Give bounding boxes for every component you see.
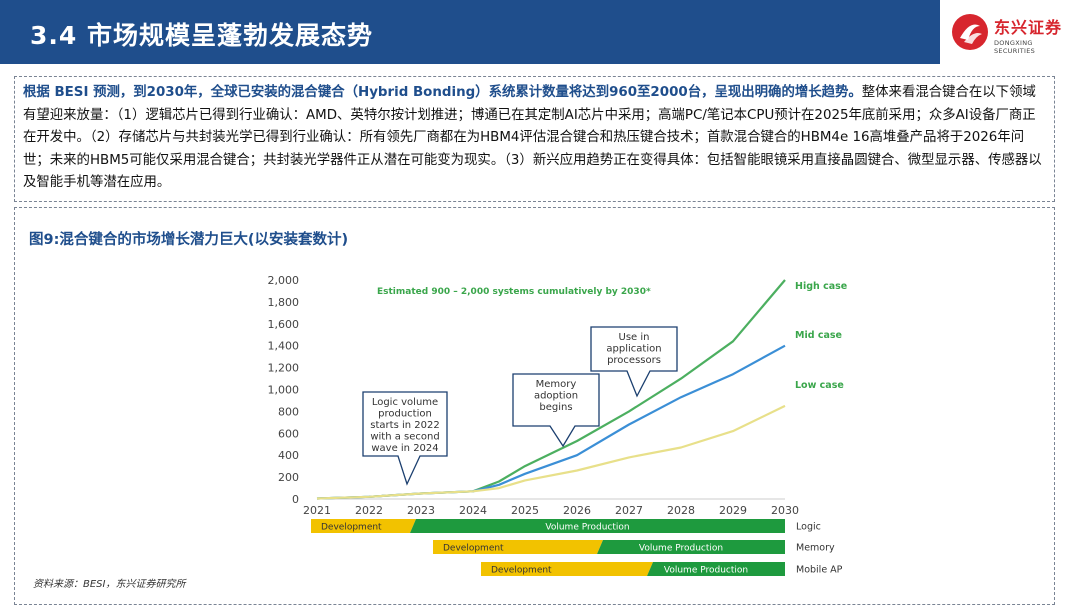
timeline-development-label: Development xyxy=(491,566,552,576)
timeline-volume-label: Volume Production xyxy=(639,544,723,554)
y-tick-label: 1,400 xyxy=(268,340,300,353)
annotation-text: with a second xyxy=(370,432,439,443)
figure-title: 图9:混合键合的市场增长潜力巨大(以安装套数计) xyxy=(29,232,349,248)
figure-source: 资料来源：BESI，东兴证券研究所 xyxy=(33,579,186,590)
y-tick-label: 800 xyxy=(278,405,299,418)
timeline-row-label: Memory xyxy=(796,543,835,554)
x-tick-label: 2026 xyxy=(563,504,591,517)
annotation-text: starts in 2022 xyxy=(370,420,439,431)
x-tick-label: 2023 xyxy=(407,504,435,517)
annotation-text: begins xyxy=(539,402,572,413)
series-label: High case xyxy=(795,281,847,292)
annotation-text: Use in xyxy=(619,332,650,343)
header-bar: 3.4 市场规模呈蓬勃发展态势 xyxy=(0,0,940,64)
y-tick-label: 1,600 xyxy=(268,318,300,331)
x-tick-label: 2028 xyxy=(667,504,695,517)
x-tick-label: 2027 xyxy=(615,504,643,517)
logo-mark-icon xyxy=(952,14,988,50)
x-tick-label: 2021 xyxy=(303,504,331,517)
annotation-callout xyxy=(512,373,600,448)
timeline-volume-bar xyxy=(647,562,785,576)
series-line-low-case xyxy=(316,404,786,500)
timeline-volume-label: Volume Production xyxy=(545,523,629,533)
y-tick-label: 1,800 xyxy=(268,296,300,309)
summary-lead: 根据 BESI 预测，到2030年，全球已安装的混合键合（Hybrid Bond… xyxy=(23,85,862,100)
annotation-text: adoption xyxy=(534,391,578,402)
timeline-volume-bar xyxy=(597,540,785,554)
y-tick-label: 1,000 xyxy=(268,384,300,397)
y-tick-label: 1,200 xyxy=(268,362,300,375)
figure-box: 图9:混合键合的市场增长潜力巨大(以安装套数计) 0 200 400 600 800 1,… xyxy=(14,207,1055,605)
series-label: Mid case xyxy=(795,330,842,341)
annotation-text: processors xyxy=(607,355,661,366)
x-tick-label: 2029 xyxy=(719,504,747,517)
annotation-text: wave in 2024 xyxy=(371,443,438,454)
summary-body: 整体来看混合键合在以下领域有望迎来放量：（1）逻辑芯片已得到行业确认：AMD、英… xyxy=(23,85,1042,190)
annotation-text: production xyxy=(378,409,432,420)
timeline-volume-bar xyxy=(410,519,785,533)
timeline-development-label: Development xyxy=(321,523,382,533)
x-tick-label: 2024 xyxy=(459,504,487,517)
line-chart: 0 200 400 600 800 1,000 1,200 1,400 1,600 1,800 2,… xyxy=(268,274,847,576)
timeline-development-label: Development xyxy=(443,544,504,554)
annotation-text: Logic volume xyxy=(372,397,438,408)
series-label: Low case xyxy=(795,380,844,391)
x-tick-label: 2025 xyxy=(511,504,539,517)
timeline-volume-label: Volume Production xyxy=(664,566,748,576)
logo-text-cn: 东兴证券 xyxy=(994,18,1063,37)
y-tick-label: 400 xyxy=(278,449,299,462)
chart-banner: Estimated 900 – 2,000 systems cumulative… xyxy=(377,287,651,297)
timeline-development-bar xyxy=(433,540,603,554)
annotation-text: Memory xyxy=(536,379,577,390)
annotation-callout xyxy=(362,391,448,486)
page-title: 3.4 市场规模呈蓬勃发展态势 xyxy=(30,21,373,50)
logo-text-en: DONGXING SECURITIES xyxy=(994,39,1036,55)
y-tick-label: 600 xyxy=(278,427,299,440)
y-tick-label: 0 xyxy=(292,493,299,506)
annotation-text: application xyxy=(606,344,661,355)
timeline-development-bar xyxy=(481,562,653,576)
timeline-row-label: Logic xyxy=(796,522,821,533)
timeline-row-label: Mobile AP xyxy=(796,565,843,576)
x-tick-label: 2030 xyxy=(771,504,799,517)
x-tick-label: 2022 xyxy=(355,504,383,517)
y-tick-label: 2,000 xyxy=(268,274,300,287)
y-tick-label: 200 xyxy=(278,471,299,484)
company-logo: 东兴证券 DONGXING SECURITIES xyxy=(948,10,1073,56)
annotation-callout xyxy=(590,326,678,398)
timeline-development-bar xyxy=(311,519,416,533)
summary-textbox: 根据 BESI 预测，到2030年，全球已安装的混合键合（Hybrid Bond… xyxy=(14,76,1055,202)
